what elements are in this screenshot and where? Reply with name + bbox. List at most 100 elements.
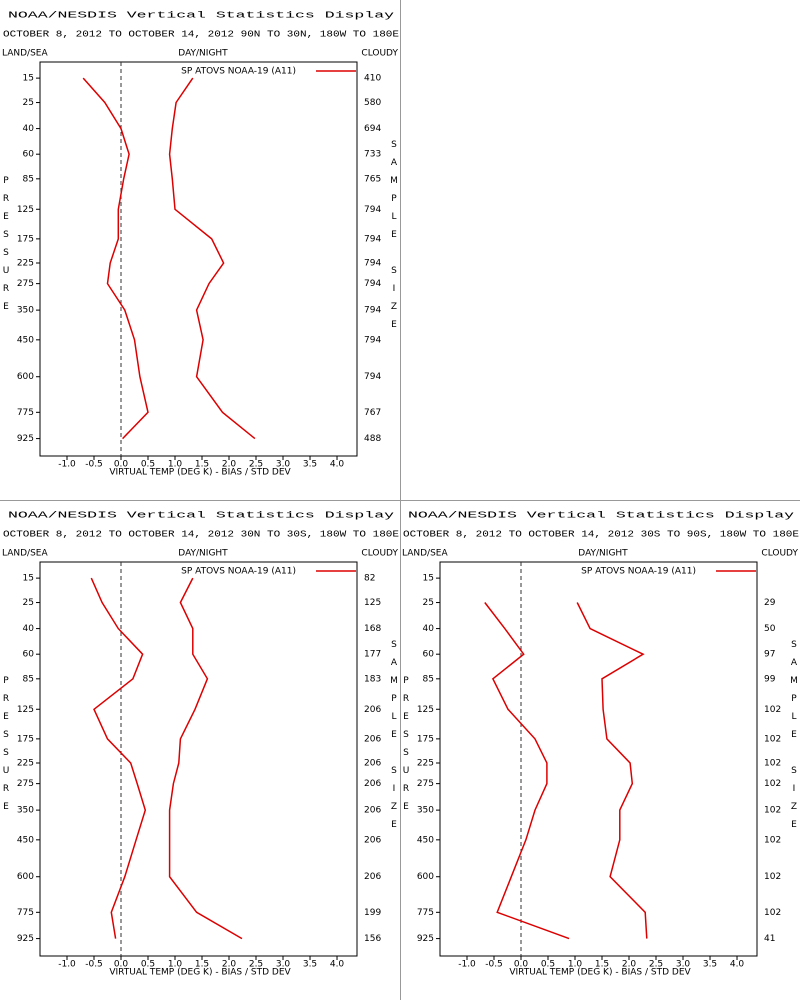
x-tick-label: 1.0 (568, 960, 583, 970)
sample-size: 580 (364, 98, 381, 108)
x-axis-label: VIRTUAL TEMP (DEG K) - BIAS / STD DEV (509, 968, 691, 978)
sample-size: 794 (364, 306, 381, 316)
y-tick-label: 225 (417, 759, 434, 769)
plot-frame (439, 561, 758, 957)
y-tick-label: 40 (23, 624, 35, 634)
x-tick-label: 3.0 (276, 960, 291, 970)
sample-size: 206 (364, 705, 381, 715)
title: NOAA/NESDIS Vertical Statistics Display (8, 10, 395, 20)
x-tick-label: 3.5 (303, 960, 317, 970)
sample-size: 488 (364, 434, 381, 444)
y-tick-label: 775 (17, 408, 34, 418)
x-tick-label: 0.5 (141, 960, 155, 970)
x-tick-label: 4.0 (330, 460, 345, 470)
y-tick-label: 925 (17, 434, 34, 444)
y-tick-label: 15 (423, 574, 434, 584)
x-tick-label: 4.0 (330, 960, 345, 970)
x-tick-label: 3.0 (676, 960, 691, 970)
y-tick-label: 275 (417, 779, 434, 789)
sample-size: 168 (364, 624, 381, 634)
sample-size: 177 (364, 650, 381, 660)
chart: NOAA/NESDIS Vertical Statistics Display O… (2, 510, 399, 977)
sample-size: 206 (364, 872, 381, 882)
x-tick-label: -1.0 (58, 960, 76, 970)
subtitle: OCTOBER 8, 2012 TO OCTOBER 14, 2012 30N … (3, 529, 399, 539)
x-tick-label: -0.5 (485, 960, 503, 970)
sample-size: 97 (764, 650, 775, 660)
y-tick-label: 25 (23, 598, 34, 608)
sample-size: 794 (364, 259, 381, 269)
vertical-label: SAMPLE SIZE (789, 640, 799, 838)
sample-size: 102 (764, 734, 781, 744)
y-tick-label: 600 (417, 872, 434, 882)
x-tick-label: 1.5 (595, 960, 609, 970)
panel: NOAA/NESDIS Vertical Statistics Display O… (400, 500, 800, 1000)
sample-size: 765 (364, 174, 381, 184)
subtitle: OCTOBER 8, 2012 TO OCTOBER 14, 2012 90N … (3, 29, 399, 39)
y-tick-label: 85 (423, 674, 434, 684)
y-tick-label: 925 (17, 934, 34, 944)
panel: NOAA/NESDIS Vertical Statistics Display O… (0, 500, 400, 1000)
sample-size: 794 (364, 372, 381, 382)
sample-size: 41 (764, 934, 775, 944)
sample-size: 206 (364, 835, 381, 845)
sample-size: 206 (364, 759, 381, 769)
sample-size: 183 (364, 674, 381, 684)
y-tick-label: 600 (17, 872, 34, 882)
y-tick-label: 175 (417, 734, 434, 744)
cloudy: CLOUDY (361, 49, 398, 59)
y-tick-label: 450 (417, 835, 434, 845)
sample-size: 694 (364, 124, 381, 134)
y-tick-label: 225 (17, 259, 34, 269)
sample-size: 206 (364, 734, 381, 744)
vertical-label: PRESSURE (1, 676, 11, 820)
sample-size: 794 (364, 234, 381, 244)
plot-frame (39, 61, 358, 457)
y-tick-label: 225 (17, 759, 34, 769)
legend-label: SP ATOVS NOAA-19 (A11) (581, 567, 696, 577)
y-tick-label: 40 (23, 124, 35, 134)
x-axis-label: VIRTUAL TEMP (DEG K) - BIAS / STD DEV (109, 468, 291, 478)
title: NOAA/NESDIS Vertical Statistics Display (408, 510, 795, 520)
land-sea: LAND/SEA (2, 49, 48, 59)
sample-size: 82 (364, 574, 375, 584)
y-tick-label: 350 (17, 806, 34, 816)
vertical-label: SAMPLE SIZE (389, 140, 399, 338)
x-tick-label: -1.0 (58, 460, 76, 470)
sample-size: 102 (764, 759, 781, 769)
y-tick-label: 275 (17, 779, 34, 789)
x-tick-label: 4.0 (730, 960, 745, 970)
y-tick-label: 60 (423, 650, 435, 660)
day-night: DAY/NIGHT (178, 549, 228, 559)
y-tick-label: 125 (417, 705, 434, 715)
x-tick-label: 1.5 (195, 460, 209, 470)
x-tick-label: 0.5 (141, 460, 155, 470)
x-tick-label: 0.5 (541, 960, 555, 970)
divider (0, 500, 800, 501)
land-sea: LAND/SEA (2, 549, 48, 559)
x-tick-label: 3.5 (303, 460, 317, 470)
y-tick-label: 450 (17, 335, 34, 345)
profile-line (82, 77, 149, 440)
y-tick-label: 85 (23, 174, 34, 184)
sample-size: 102 (764, 779, 781, 789)
legend-label: SP ATOVS NOAA-19 (A11) (181, 67, 296, 77)
y-tick-label: 175 (17, 734, 34, 744)
panel: NOAA/NESDIS Vertical Statistics Display O… (0, 0, 400, 500)
x-tick-label: 2.5 (249, 960, 263, 970)
y-tick-label: 15 (23, 74, 34, 84)
sample-size: 125 (364, 598, 381, 608)
sample-size: 99 (764, 674, 776, 684)
sample-size: 102 (764, 705, 781, 715)
profile-line (484, 602, 570, 940)
x-tick-label: 2.5 (249, 460, 263, 470)
sample-size: 794 (364, 279, 381, 289)
sample-size: 156 (364, 934, 381, 944)
profile-line (168, 577, 243, 940)
land-sea: LAND/SEA (402, 549, 448, 559)
x-tick-label: 3.5 (703, 960, 717, 970)
y-tick-label: 775 (17, 908, 34, 918)
x-tick-label: -1.0 (458, 960, 476, 970)
y-tick-label: 15 (23, 574, 34, 584)
